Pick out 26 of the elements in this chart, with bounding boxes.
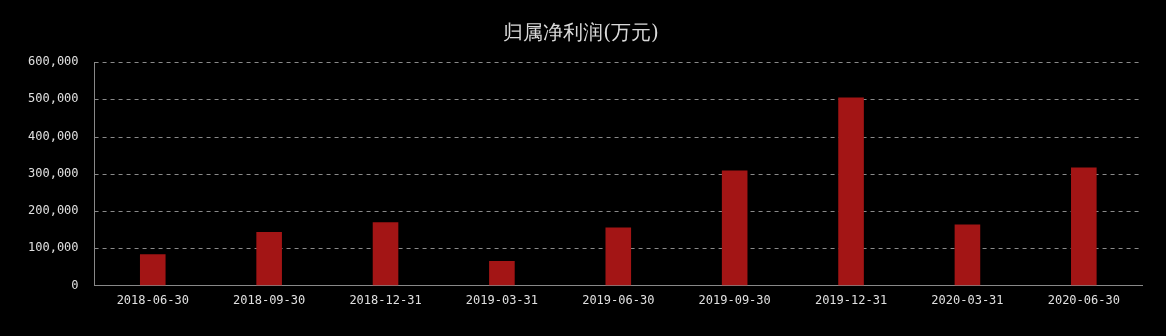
bar bbox=[139, 254, 166, 286]
bar bbox=[954, 224, 981, 286]
y-tick-label: 600,000 bbox=[27, 54, 79, 69]
x-tick-label: 2020-03-31 bbox=[931, 292, 1004, 307]
bar bbox=[256, 231, 282, 286]
x-tick-label: 2019-09-30 bbox=[698, 292, 771, 307]
x-tick-label: 2019-06-30 bbox=[582, 292, 655, 307]
y-tick-label: 100,000 bbox=[27, 240, 79, 255]
x-tick-label: 2018-06-30 bbox=[116, 292, 189, 307]
x-tick-label: 2018-12-31 bbox=[349, 292, 422, 307]
y-tick-label: 300,000 bbox=[27, 165, 79, 180]
y-tick-label: 500,000 bbox=[27, 91, 79, 106]
bar bbox=[721, 170, 748, 286]
chart-title: 归属净利润(万元) bbox=[503, 20, 659, 45]
x-tick-label: 2020-06-30 bbox=[1047, 292, 1120, 307]
y-tick-label: 200,000 bbox=[27, 203, 79, 218]
bar bbox=[372, 222, 399, 286]
x-tick-label: 2019-12-31 bbox=[814, 292, 888, 307]
y-tick-label: 0 bbox=[71, 277, 79, 292]
bar bbox=[605, 227, 632, 286]
bar bbox=[489, 261, 515, 286]
x-tick-label: 2019-03-31 bbox=[465, 292, 539, 307]
bar bbox=[1071, 167, 1097, 286]
y-tick-label: 400,000 bbox=[27, 128, 79, 143]
x-tick-label: 2018-09-30 bbox=[233, 292, 306, 307]
bar bbox=[838, 97, 864, 286]
